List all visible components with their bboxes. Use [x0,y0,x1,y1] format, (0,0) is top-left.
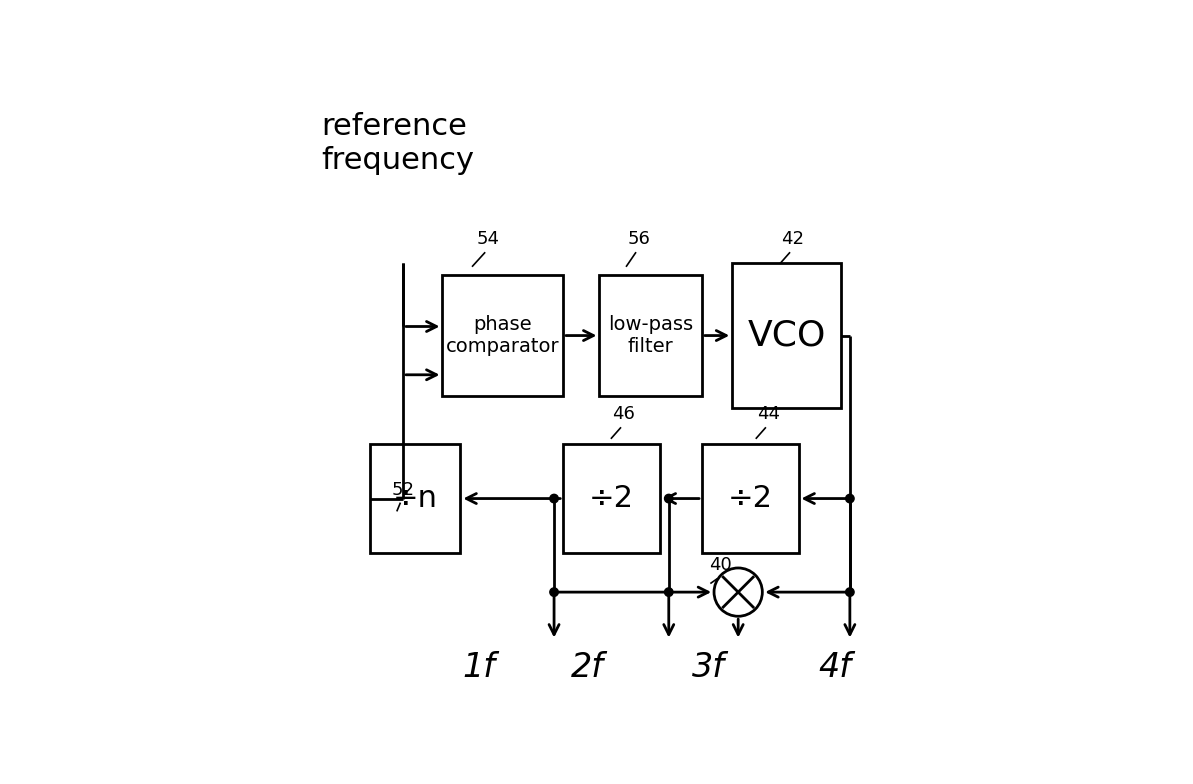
Text: 2f: 2f [570,651,604,684]
Bar [370,445,460,553]
Text: 1f: 1f [462,651,495,684]
Text: 54: 54 [476,230,499,248]
Text: 56: 56 [628,230,650,248]
Circle shape [550,588,558,597]
Text: ÷2: ÷2 [728,484,773,513]
Text: reference
frequency: reference frequency [322,112,475,175]
Text: 40: 40 [709,556,731,574]
Text: 46: 46 [612,405,635,423]
Circle shape [846,588,854,597]
Text: ÷2: ÷2 [589,484,633,513]
Bar [563,445,660,553]
Text: 3f: 3f [692,651,724,684]
Text: 42: 42 [781,230,804,248]
Text: low-pass
filter: low-pass filter [608,315,693,356]
Circle shape [846,495,854,503]
Text: 52: 52 [391,481,415,499]
Text: 4f: 4f [818,651,852,684]
Text: 44: 44 [756,405,780,423]
Bar [599,275,701,396]
Bar [733,263,841,408]
Circle shape [665,495,673,503]
Bar [443,275,563,396]
Bar [701,445,798,553]
Circle shape [550,495,558,503]
Text: phase
comparator: phase comparator [446,315,560,356]
Circle shape [665,588,673,597]
Text: VCO: VCO [747,318,826,353]
Text: ÷n: ÷n [392,484,438,513]
